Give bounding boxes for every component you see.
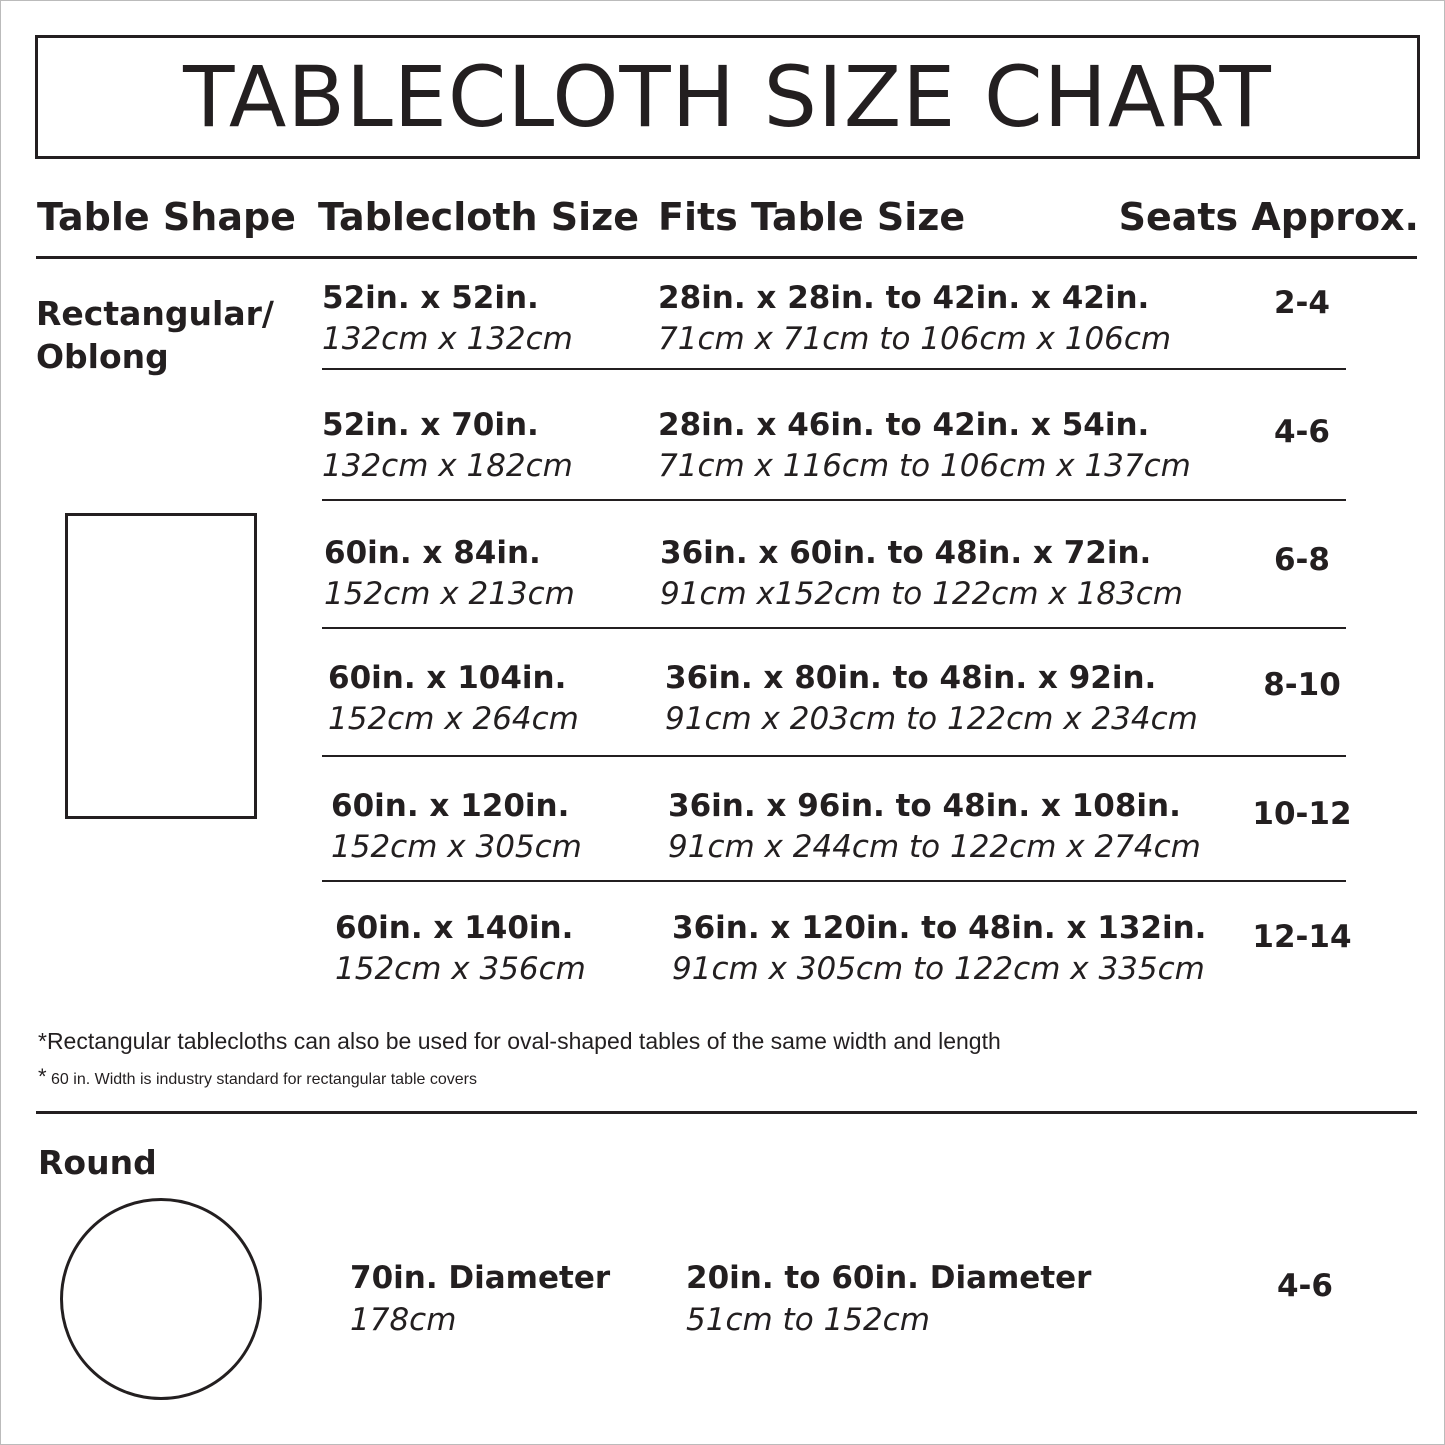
row-size-in: 60in. x 84in. [324, 535, 541, 571]
row-fits-cm: 91cm x 244cm to 122cm x 274cm [668, 829, 1201, 865]
row-fits-cm: 91cm x 305cm to 122cm x 335cm [672, 951, 1205, 987]
row-size-cm: 132cm x 182cm [322, 448, 573, 484]
round-size-cm: 178cm [350, 1302, 457, 1338]
row-seats: 12-14 [1252, 919, 1352, 955]
footnote-width: * 60 in. Width is industry standard for … [38, 1064, 477, 1090]
round-fits-in: 20in. to 60in. Diameter [686, 1260, 1092, 1296]
row-size-in: 52in. x 52in. [322, 280, 539, 316]
header-table-shape: Table Shape [37, 195, 296, 239]
row-divider [322, 499, 1346, 501]
round-seats: 4-6 [1276, 1268, 1333, 1304]
row-seats: 4-6 [1273, 414, 1330, 450]
row-size-cm: 152cm x 264cm [328, 701, 579, 737]
row-divider [322, 368, 1346, 370]
row-fits-cm: 71cm x 71cm to 106cm x 106cm [658, 321, 1172, 357]
row-size-cm: 152cm x 213cm [324, 576, 575, 612]
page-title: TABLECLOTH SIZE CHART [183, 48, 1272, 146]
row-size-in: 52in. x 70in. [322, 407, 539, 443]
rectangle-icon [65, 513, 257, 819]
shape-label-line1: Rectangular/ [36, 294, 274, 333]
header-divider [36, 256, 1417, 259]
row-size-cm: 152cm x 305cm [331, 829, 582, 865]
row-size-in: 60in. x 140in. [335, 910, 574, 946]
row-fits-cm: 91cm x152cm to 122cm x 183cm [660, 576, 1184, 612]
shape-label-round: Round [38, 1143, 157, 1182]
row-seats: 2-4 [1273, 285, 1330, 321]
circle-icon [60, 1198, 262, 1400]
section-divider [36, 1111, 1417, 1114]
round-size-in: 70in. Diameter [350, 1260, 611, 1296]
header-tablecloth-size: Tablecloth Size [318, 195, 640, 239]
footnote-width-text: 60 in. Width is industry standard for re… [51, 1071, 477, 1088]
shape-label-rectangular: Rectangular/ Oblong [36, 292, 274, 378]
row-size-in: 60in. x 104in. [328, 660, 567, 696]
title-box: TABLECLOTH SIZE CHART [35, 35, 1420, 159]
row-fits-cm: 71cm x 116cm to 106cm x 137cm [658, 448, 1191, 484]
row-size-in: 60in. x 120in. [331, 788, 570, 824]
row-fits-in: 28in. x 28in. to 42in. x 42in. [658, 280, 1150, 316]
footnote-star: * [38, 1064, 47, 1089]
row-seats: 10-12 [1252, 796, 1352, 832]
row-seats: 6-8 [1273, 542, 1330, 578]
row-fits-in: 36in. x 96in. to 48in. x 108in. [668, 788, 1181, 824]
row-fits-in: 28in. x 46in. to 42in. x 54in. [658, 407, 1150, 443]
header-fits-table-size: Fits Table Size [658, 195, 966, 239]
row-seats: 8-10 [1263, 667, 1341, 703]
row-fits-in: 36in. x 80in. to 48in. x 92in. [665, 660, 1157, 696]
header-seats-approx: Seats Approx. [1118, 195, 1419, 239]
round-fits-cm: 51cm to 152cm [686, 1302, 930, 1338]
row-fits-cm: 91cm x 203cm to 122cm x 234cm [665, 701, 1198, 737]
row-divider [322, 755, 1346, 757]
row-fits-in: 36in. x 120in. to 48in. x 132in. [672, 910, 1207, 946]
row-size-cm: 132cm x 132cm [322, 321, 573, 357]
row-size-cm: 152cm x 356cm [335, 951, 586, 987]
shape-label-line2: Oblong [36, 337, 169, 376]
row-divider [322, 880, 1346, 882]
row-fits-in: 36in. x 60in. to 48in. x 72in. [660, 535, 1152, 571]
row-divider [322, 627, 1346, 629]
footnote-oval: *Rectangular tablecloths can also be use… [38, 1028, 1001, 1054]
